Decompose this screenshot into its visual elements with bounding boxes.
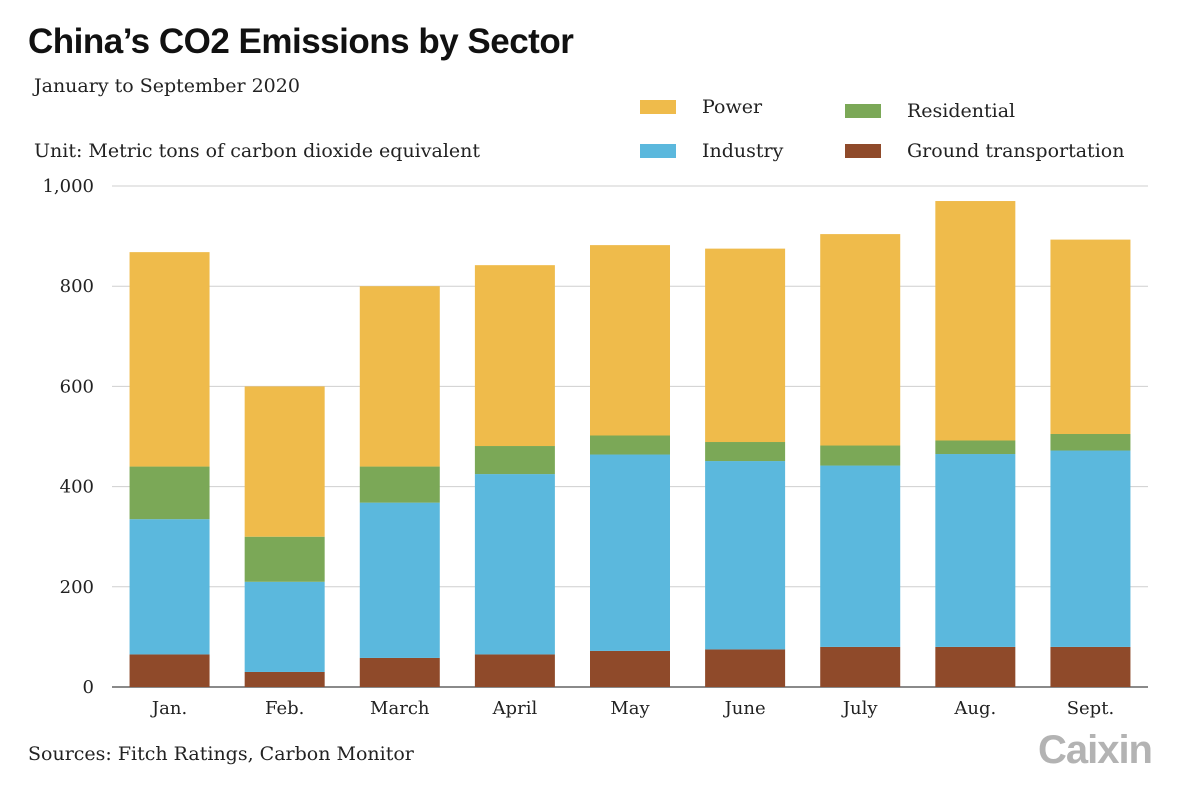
- bar-ground-transportation-1: [244, 671, 325, 687]
- bar-residential-2: [359, 466, 440, 503]
- bar-ground-transportation-0: [129, 654, 210, 687]
- legend-item-ground-transportation: Ground transportation: [845, 140, 1124, 162]
- legend-item-industry: Industry: [640, 140, 783, 162]
- bar-industry-0: [129, 519, 210, 655]
- chart-legend: Power Residential Industry Ground transp…: [640, 96, 1180, 176]
- x-tick-label-7: Aug.: [953, 698, 996, 719]
- bar-residential-1: [244, 536, 325, 582]
- bar-power-3: [474, 265, 555, 447]
- bar-ground-transportation-8: [1050, 646, 1131, 687]
- legend-label-ground-transportation: Ground transportation: [907, 140, 1125, 162]
- y-tick-label-800: 800: [60, 276, 94, 297]
- x-tick-label-5: June: [723, 698, 766, 719]
- y-tick-label-1000: 1,000: [42, 176, 94, 197]
- legend-swatch-industry: [640, 144, 676, 158]
- bar-residential-7: [935, 440, 1016, 455]
- bar-power-5: [705, 248, 786, 443]
- chart-source: Sources: Fitch Ratings, Carbon Monitor: [28, 743, 414, 765]
- bar-residential-8: [1050, 433, 1131, 451]
- legend-swatch-power: [640, 100, 676, 114]
- chart-subtitle: January to September 2020: [34, 75, 300, 97]
- bar-power-0: [129, 252, 210, 467]
- bar-ground-transportation-6: [820, 646, 901, 687]
- y-tick-label-600: 600: [60, 376, 94, 397]
- bar-residential-4: [590, 435, 670, 455]
- x-tick-label-0: Jan.: [150, 698, 187, 719]
- bar-ground-transportation-5: [705, 649, 786, 687]
- bar-industry-6: [820, 465, 901, 647]
- caixin-logo: Caixin: [1037, 728, 1153, 772]
- legend-swatch-ground-transportation: [845, 144, 881, 158]
- chart-unit-label: Unit: Metric tons of carbon dioxide equi…: [34, 140, 481, 162]
- bar-industry-2: [359, 502, 440, 658]
- bar-ground-transportation-2: [359, 657, 440, 687]
- bar-residential-6: [820, 445, 901, 466]
- y-tick-label-400: 400: [60, 477, 94, 498]
- legend-item-power: Power: [640, 96, 762, 118]
- chart-title: China’s CO2 Emissions by Sector: [28, 22, 574, 61]
- bar-residential-0: [129, 466, 210, 520]
- y-tick-label-200: 200: [60, 577, 94, 598]
- y-tick-label-0: 0: [83, 677, 94, 698]
- bar-residential-5: [705, 442, 786, 462]
- x-tick-label-2: March: [370, 698, 430, 719]
- legend-label-industry: Industry: [702, 140, 784, 162]
- bar-industry-7: [935, 454, 1016, 647]
- legend-item-residential: Residential: [845, 100, 1015, 122]
- bar-industry-1: [244, 581, 325, 672]
- bar-power-4: [590, 245, 670, 436]
- bar-power-8: [1050, 239, 1131, 434]
- bar-industry-4: [590, 454, 670, 651]
- legend-label-residential: Residential: [907, 100, 1016, 122]
- bar-power-6: [820, 234, 901, 446]
- bar-residential-3: [474, 446, 555, 475]
- bar-industry-8: [1050, 450, 1131, 647]
- x-tick-label-1: Feb.: [265, 698, 304, 719]
- legend-label-power: Power: [702, 96, 763, 118]
- legend-swatch-residential: [845, 104, 881, 118]
- x-tick-label-6: July: [841, 698, 879, 719]
- bar-ground-transportation-4: [590, 650, 670, 687]
- bar-industry-3: [474, 474, 555, 655]
- x-tick-label-3: April: [492, 698, 538, 719]
- bar-power-2: [359, 286, 440, 467]
- bar-power-1: [244, 386, 325, 537]
- bar-ground-transportation-7: [935, 646, 1016, 687]
- x-tick-label-8: Sept.: [1067, 698, 1114, 719]
- x-tick-label-4: May: [610, 698, 650, 719]
- bar-industry-5: [705, 461, 786, 650]
- bar-power-7: [935, 201, 1016, 441]
- bar-ground-transportation-3: [474, 654, 555, 687]
